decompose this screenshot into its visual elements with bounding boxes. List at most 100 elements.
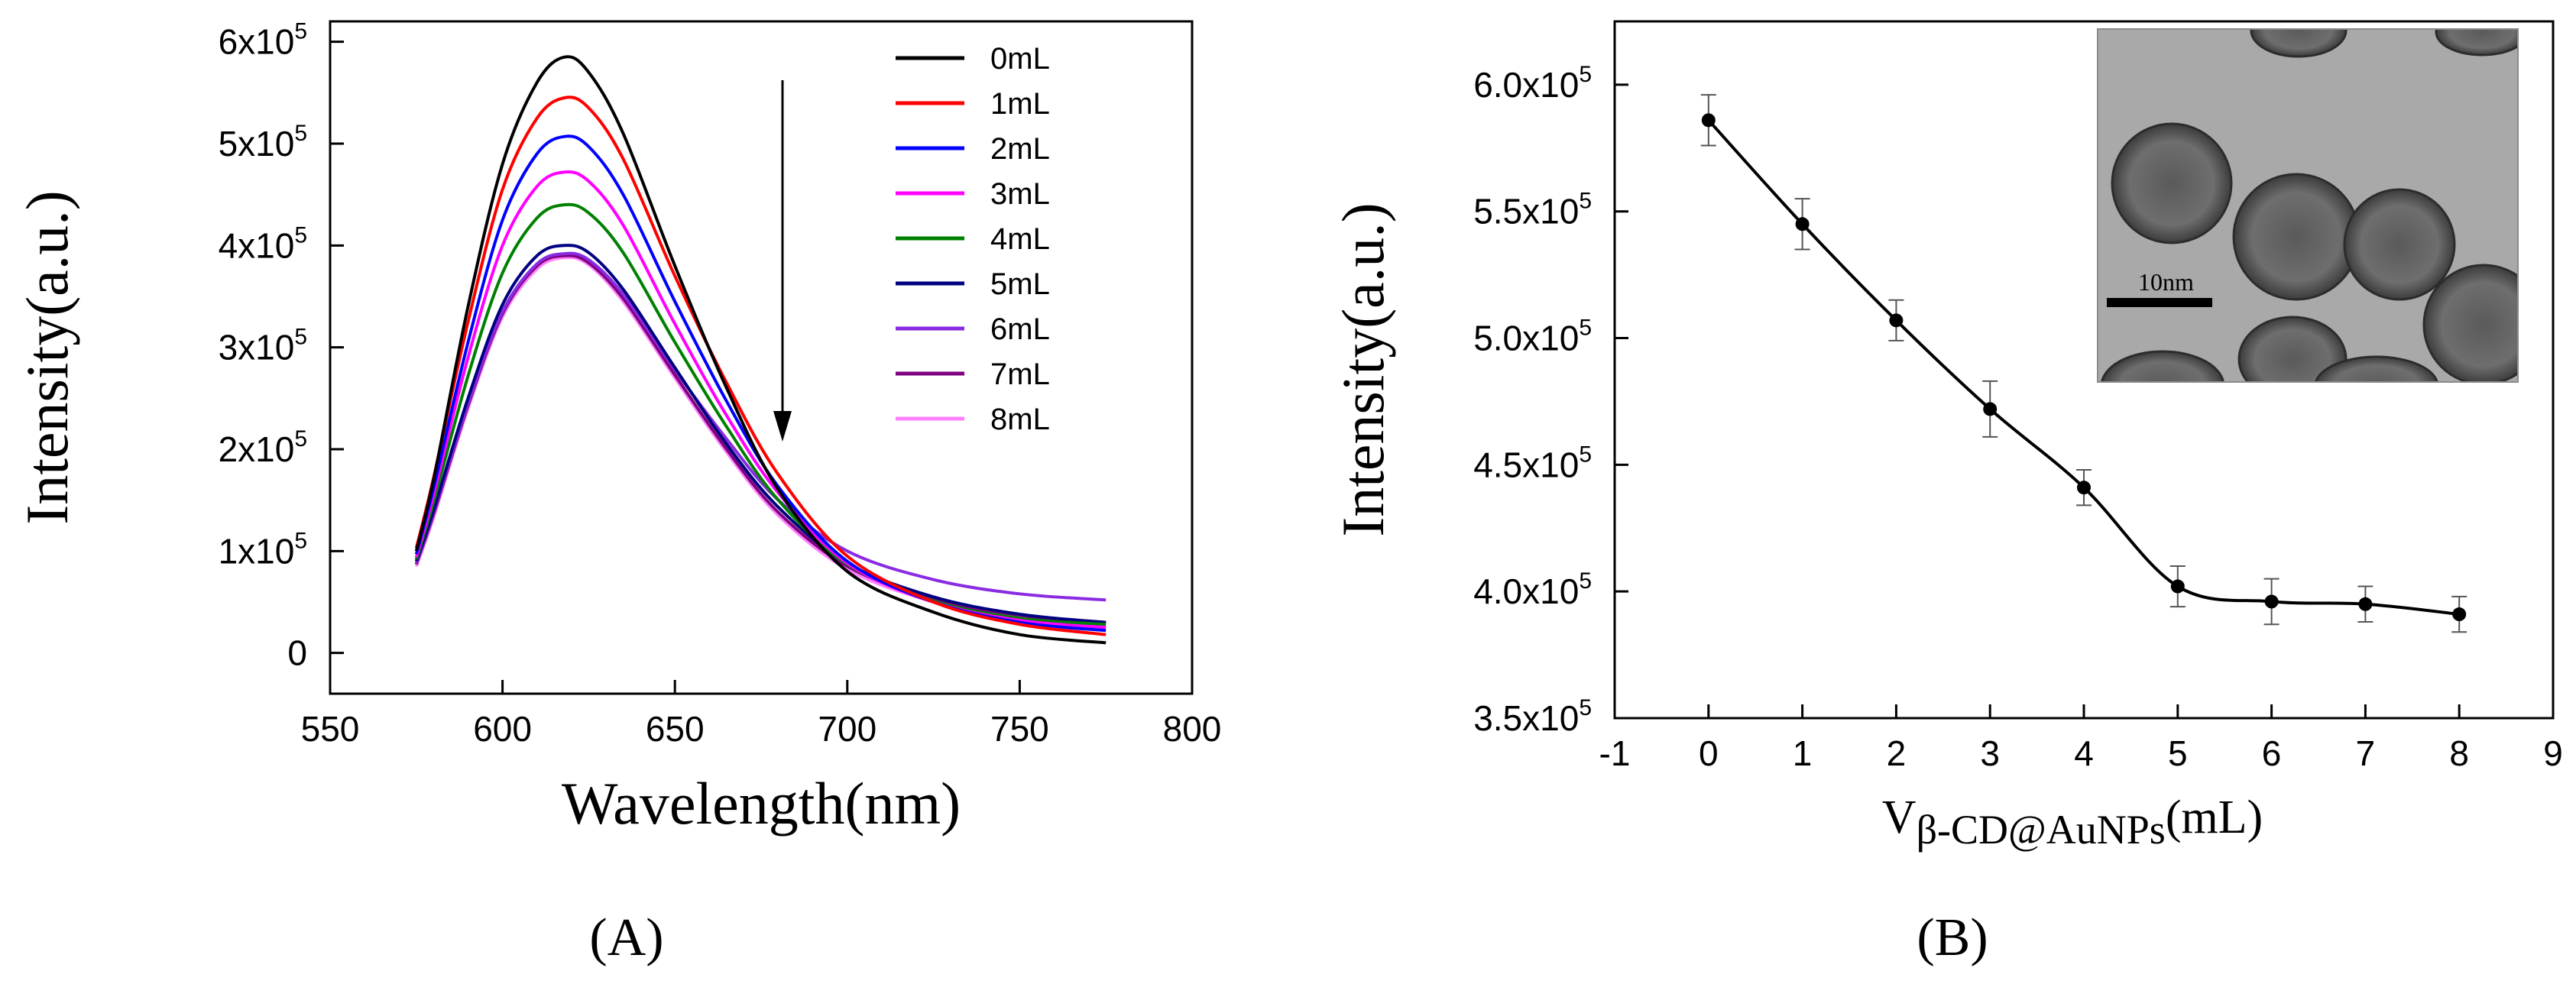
x-tick-label: 3 [1980,733,2000,773]
y-tick-mantissa: 6x10 [219,22,295,62]
series-line-5mL [414,244,1107,624]
y-tick-mantissa: 6.0x10 [1473,65,1579,105]
ticks-a: 550 600 650 700 750 80001x1052x1053x1054x1055… [219,19,1222,749]
legend-label-8mL: 8mL [990,403,1050,436]
y-axis-label-b: Intensity(a.u.) [1330,202,1396,537]
y-tick-mantissa: 0 [287,633,307,673]
y-tick-mantissa: 5.0x10 [1473,319,1579,358]
y-tick-exponent: 5 [294,325,307,350]
data-point [2358,597,2373,611]
x-tick-label: 1 [1793,733,1813,773]
legend-label-2mL: 2mL [990,132,1050,166]
x-tick-label: 750 [990,709,1049,749]
x-tick-label: 6 [2262,733,2282,773]
x-tick-label: -1 [1599,733,1631,773]
y-tick-exponent: 5 [294,121,307,146]
x-axis-label-b: Vβ-CD@AuNPs(mL) [1882,791,2263,853]
plot-frame-a [329,20,1194,695]
y-tick-exponent: 5 [1579,568,1592,594]
decrease-arrow [773,80,792,442]
tem-inset-image: 10nm [2097,28,2519,383]
y-tick-label: 4.5x105 [1473,442,1592,484]
y-tick-mantissa: 4x10 [219,225,295,265]
y-tick-label: 6.0x105 [1473,62,1592,105]
y-tick-label: 3.5x105 [1473,695,1592,738]
data-point [1983,402,1998,416]
x-axis-label-subscript: β-CD@AuNPs [1917,807,2166,853]
y-tick-exponent: 5 [1579,189,1592,214]
x-axis-label-unit: (mL) [2166,791,2263,843]
chart-panel-b: -1 0 1 2 3 4 5 6 7 8 93.5x1054.0x1054.5x1055.0x105… [1330,20,2563,967]
legend-label-7mL: 7mL [990,358,1050,391]
legend-label-3mL: 3mL [990,177,1050,211]
x-tick-label: 550 [301,709,360,749]
y-tick-mantissa: 3x10 [219,328,295,367]
series-line-0mL [414,55,1107,645]
y-tick-label: 4.0x105 [1473,568,1592,611]
data-point [2452,607,2467,622]
data-point [2170,579,2185,594]
data-point [1889,313,1904,328]
scale-bar-label: 10nm [2138,268,2194,296]
legend-label-1mL: 1mL [990,87,1050,121]
y-tick-exponent: 5 [1579,695,1592,720]
x-tick-label: 5 [2168,733,2188,773]
x-tick-label: 0 [1699,733,1719,773]
y-tick-label: 4x105 [219,222,307,265]
y-tick-mantissa: 5x10 [219,124,295,163]
y-tick-label: 6x105 [219,19,307,62]
x-tick-label: 700 [818,709,876,749]
legend-label-0mL: 0mL [990,42,1050,76]
y-tick-label: 0 [287,633,307,673]
x-axis-label-main: V [1882,791,1917,843]
y-axis-label-a: Intensity(a.u.) [14,190,80,525]
y-tick-exponent: 5 [294,426,307,452]
y-tick-exponent: 5 [294,19,307,44]
legend-a: 0mL 1mL 2mL 3mL 4mL 5mL 6mL 7mL 8mL [896,42,1050,436]
panel-label-b: (B) [1917,908,1988,967]
y-tick-label: 5x105 [219,121,307,163]
y-tick-mantissa: 4.0x10 [1473,571,1579,611]
data-point [1701,113,1716,128]
ticks-b: -1 0 1 2 3 4 5 6 7 8 93.5x1054.0x1054.5x1055.0x105… [1473,62,2563,773]
y-tick-label: 1x105 [219,528,307,571]
y-tick-label: 2x105 [219,426,307,469]
data-point [2077,481,2091,495]
data-point [1795,217,1810,231]
series-line-1mL [414,95,1107,636]
x-tick-label: 2 [1887,733,1907,773]
x-tick-label: 7 [2356,733,2376,773]
fit-curve [1707,118,2460,616]
y-tick-exponent: 5 [294,222,307,248]
data-point [2264,594,2279,609]
data-points-b [1700,94,2467,633]
legend-label-5mL: 5mL [990,267,1050,301]
x-tick-label: 4 [2074,733,2094,773]
y-tick-mantissa: 3.5x10 [1473,698,1579,738]
y-tick-exponent: 5 [1579,442,1592,467]
y-tick-mantissa: 1x10 [219,531,295,571]
fit-curve-b [1707,118,2460,616]
x-tick-label: 800 [1163,709,1222,749]
panel-label-a: (A) [589,908,663,967]
x-tick-label: 9 [2543,733,2563,773]
y-tick-exponent: 5 [294,528,307,553]
legend-label-4mL: 4mL [990,222,1050,256]
x-tick-label: 650 [646,709,705,749]
y-tick-label: 3x105 [219,325,307,367]
y-tick-mantissa: 2x10 [219,429,295,469]
y-tick-label: 5.5x105 [1473,189,1592,231]
y-tick-exponent: 5 [1579,62,1592,87]
y-tick-mantissa: 4.5x10 [1473,445,1579,484]
chart-panel-a: 550 600 650 700 750 80001x1052x1053x1054x1055… [14,19,1221,967]
x-axis-label-a: Wavelength(nm) [562,770,961,837]
y-tick-exponent: 5 [1579,316,1592,341]
y-tick-label: 5.0x105 [1473,316,1592,358]
legend-label-6mL: 6mL [990,312,1050,346]
scale-bar [2107,298,2212,307]
x-tick-label: 8 [2449,733,2469,773]
series-lines-a [414,55,1107,645]
x-tick-label: 600 [473,709,532,749]
series-line-7mL [414,254,1107,625]
